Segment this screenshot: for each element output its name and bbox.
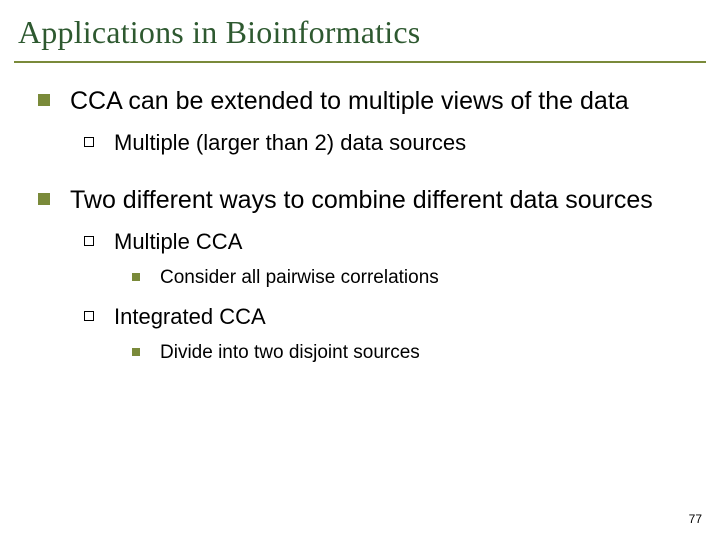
bullet-text: Divide into two disjoint sources <box>160 341 420 366</box>
square-hollow-bullet-icon <box>84 311 94 321</box>
bullet-text: Two different ways to combine different … <box>70 184 653 216</box>
square-bullet-icon <box>132 273 140 281</box>
square-bullet-icon <box>38 94 50 106</box>
bullet-level3: Divide into two disjoint sources <box>132 341 706 366</box>
bullet-text: Multiple (larger than 2) data sources <box>114 129 466 158</box>
bullet-text: Integrated CCA <box>114 303 266 332</box>
square-hollow-bullet-icon <box>84 236 94 246</box>
bullet-text: Consider all pairwise correlations <box>160 266 439 291</box>
slide-title: Applications in Bioinformatics <box>18 14 706 51</box>
bullet-level3: Consider all pairwise correlations <box>132 266 706 291</box>
title-underline: Applications in Bioinformatics <box>14 10 706 63</box>
slide-body: CCA can be extended to multiple views of… <box>14 85 706 366</box>
bullet-level2: Multiple CCA <box>84 228 706 257</box>
spacer <box>38 158 706 184</box>
bullet-text: CCA can be extended to multiple views of… <box>70 85 629 117</box>
slide: Applications in Bioinformatics CCA can b… <box>0 0 720 540</box>
bullet-level1: CCA can be extended to multiple views of… <box>38 85 706 117</box>
bullet-level1: Two different ways to combine different … <box>38 184 706 216</box>
square-bullet-icon <box>38 193 50 205</box>
bullet-text: Multiple CCA <box>114 228 242 257</box>
page-number: 77 <box>689 512 702 526</box>
square-bullet-icon <box>132 348 140 356</box>
bullet-level2: Integrated CCA <box>84 303 706 332</box>
square-hollow-bullet-icon <box>84 137 94 147</box>
bullet-level2: Multiple (larger than 2) data sources <box>84 129 706 158</box>
